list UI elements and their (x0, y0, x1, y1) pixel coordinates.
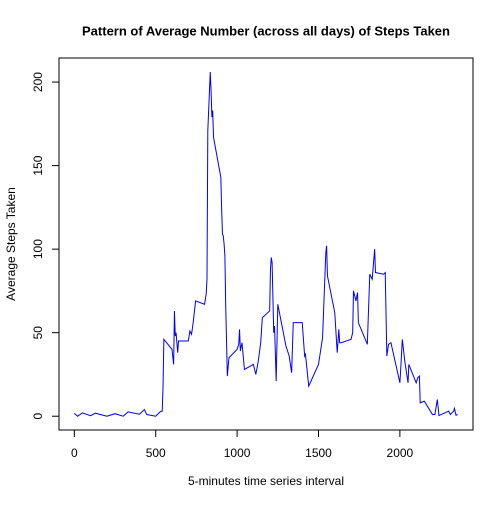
x-tick-label: 0 (71, 446, 78, 460)
y-tick-label: 150 (31, 155, 45, 175)
x-tick-label: 2000 (387, 446, 414, 460)
y-tick-label: 200 (31, 72, 45, 92)
x-tick-label: 1000 (224, 446, 251, 460)
y-tick-label: 50 (31, 326, 45, 340)
y-tick-label: 100 (31, 239, 45, 259)
x-axis-label: 5-minutes time series interval (188, 474, 344, 488)
x-tick-label: 1500 (305, 446, 332, 460)
x-tick-label: 500 (146, 446, 166, 460)
chart-title: Pattern of Average Number (across all da… (82, 23, 450, 38)
y-tick-label: 0 (31, 413, 45, 420)
y-axis-label: Average Steps Taken (4, 187, 18, 301)
